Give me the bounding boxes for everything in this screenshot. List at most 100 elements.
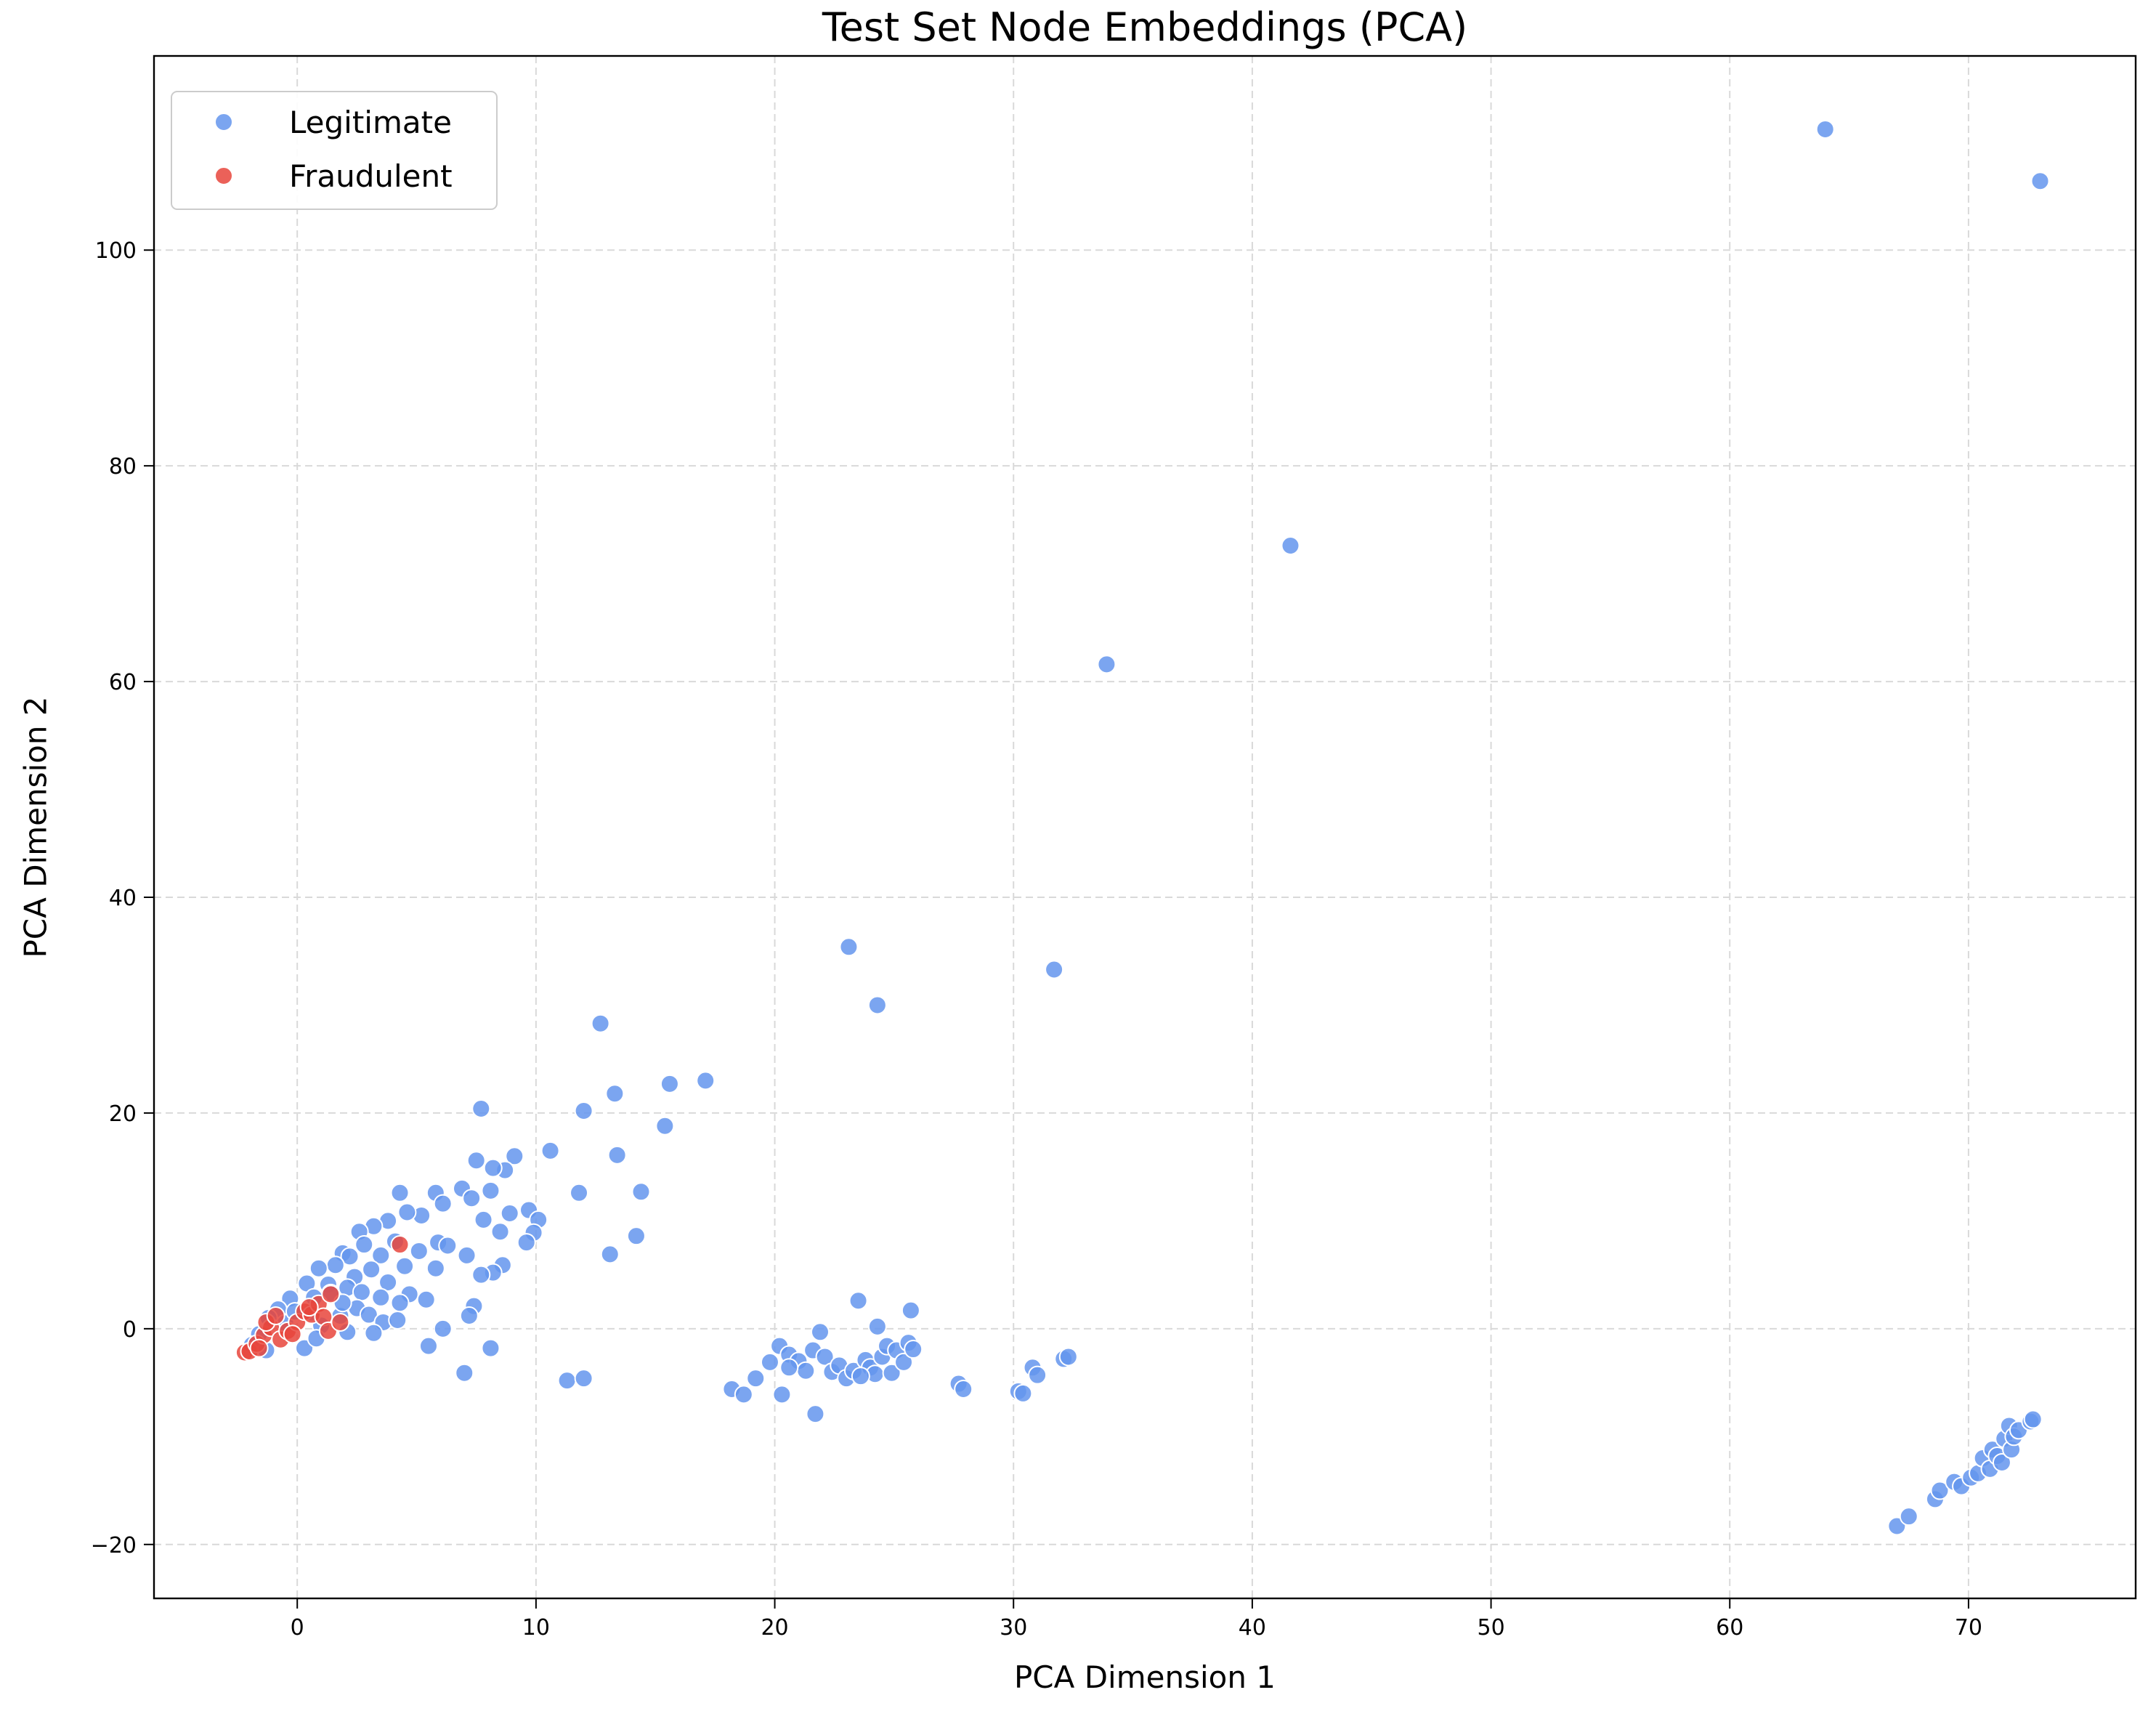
legitimate-point xyxy=(848,1291,868,1311)
legitimate-point xyxy=(426,1258,445,1278)
y-axis-label: PCA Dimension 2 xyxy=(18,696,54,958)
legitimate-point xyxy=(1815,119,1835,139)
legitimate-point xyxy=(397,1202,417,1222)
y-tick-label: 100 xyxy=(95,238,137,264)
legitimate-point xyxy=(390,1183,410,1202)
legitimate-point xyxy=(416,1290,436,1309)
legitimate-point xyxy=(352,1282,371,1302)
legend-marker-fraudulent xyxy=(214,166,233,185)
legitimate-point xyxy=(570,1183,589,1202)
legitimate-point xyxy=(867,1316,887,1336)
series-legitimate xyxy=(242,119,2050,1536)
legitimate-point xyxy=(500,1203,519,1223)
legitimate-point xyxy=(811,1322,830,1342)
fraudulent-point xyxy=(321,1285,341,1304)
legitimate-point xyxy=(505,1146,524,1166)
legitimate-point xyxy=(471,1099,491,1118)
legitimate-point xyxy=(371,1245,391,1265)
legitimate-point xyxy=(1058,1347,1078,1367)
x-tick-label: 70 xyxy=(1955,1615,1982,1641)
legitimate-point xyxy=(362,1260,381,1279)
legitimate-point xyxy=(600,1245,620,1264)
legitimate-point xyxy=(433,1319,453,1338)
chart-title: Test Set Node Embeddings (PCA) xyxy=(822,4,1467,50)
y-tick-label: 20 xyxy=(109,1101,137,1127)
legitimate-point xyxy=(815,1347,835,1367)
legitimate-point xyxy=(471,1265,491,1285)
legitimate-point xyxy=(490,1222,510,1242)
legitimate-point xyxy=(1930,1481,1950,1500)
legitimate-point xyxy=(516,1233,536,1253)
legitimate-point xyxy=(481,1181,500,1200)
legitimate-point xyxy=(388,1310,408,1330)
legitimate-point xyxy=(371,1287,391,1307)
legitimate-point xyxy=(839,937,859,957)
series-fraudulent xyxy=(235,1235,410,1362)
legitimate-point xyxy=(390,1293,410,1313)
x-tick-label: 40 xyxy=(1239,1615,1266,1641)
legitimate-point xyxy=(760,1352,779,1372)
legitimate-point xyxy=(851,1367,870,1386)
y-tick-label: −20 xyxy=(91,1533,137,1558)
legitimate-point xyxy=(605,1084,625,1104)
legitimate-point xyxy=(631,1182,651,1202)
x-axis-label: PCA Dimension 1 xyxy=(1014,1659,1276,1695)
legitimate-point xyxy=(806,1404,825,1424)
x-tick-label: 30 xyxy=(1000,1615,1027,1641)
legitimate-point xyxy=(882,1363,901,1383)
x-tick-label: 0 xyxy=(291,1615,304,1641)
fraudulent-point xyxy=(299,1298,319,1317)
legitimate-point xyxy=(734,1385,753,1404)
legend-label-fraudulent: Fraudulent xyxy=(289,158,453,194)
fraudulent-point xyxy=(283,1324,302,1344)
legitimate-point xyxy=(481,1338,500,1358)
legitimate-point xyxy=(325,1255,345,1275)
legitimate-point xyxy=(574,1369,593,1388)
legitimate-point xyxy=(433,1194,453,1213)
fraudulent-point xyxy=(249,1338,269,1358)
legitimate-point xyxy=(462,1189,482,1208)
legitimate-point xyxy=(1899,1507,1918,1526)
legitimate-point xyxy=(418,1336,438,1356)
legitimate-point xyxy=(540,1141,560,1160)
legitimate-point xyxy=(772,1385,792,1404)
x-tick-label: 60 xyxy=(1716,1615,1743,1641)
legitimate-point xyxy=(364,1323,384,1343)
legitimate-point xyxy=(796,1361,816,1380)
legitimate-point xyxy=(867,995,887,1015)
legitimate-point xyxy=(557,1371,577,1391)
legend-frame xyxy=(171,91,498,210)
legitimate-point xyxy=(901,1301,920,1320)
legitimate-point xyxy=(378,1273,398,1293)
legitimate-point xyxy=(474,1210,493,1229)
fraudulent-point xyxy=(390,1235,410,1255)
legitimate-point xyxy=(607,1145,627,1165)
legitimate-point xyxy=(1013,1383,1033,1403)
legitimate-point xyxy=(696,1071,716,1091)
data-points xyxy=(235,119,2050,1536)
legitimate-point xyxy=(438,1236,458,1255)
legitimate-point xyxy=(626,1226,646,1246)
grid xyxy=(154,56,2136,1598)
legitimate-point xyxy=(746,1369,766,1388)
legitimate-point xyxy=(660,1074,679,1093)
y-tick-label: 80 xyxy=(109,454,137,480)
legitimate-point xyxy=(340,1247,360,1266)
legitimate-point xyxy=(455,1363,474,1383)
y-tick-label: 60 xyxy=(109,670,137,695)
legitimate-point xyxy=(354,1235,374,1255)
legitimate-point xyxy=(904,1340,923,1359)
fraudulent-point xyxy=(331,1312,350,1332)
plot-frame xyxy=(153,54,2137,1600)
y-tick-label: 0 xyxy=(123,1317,137,1343)
legitimate-point xyxy=(459,1306,479,1326)
legitimate-point xyxy=(457,1245,477,1265)
legitimate-point xyxy=(591,1014,610,1033)
legitimate-point xyxy=(1097,655,1116,674)
legitimate-point xyxy=(894,1352,914,1372)
legitimate-point xyxy=(309,1258,328,1278)
legitimate-point xyxy=(2023,1409,2043,1429)
legitimate-point xyxy=(466,1151,486,1170)
x-tick-label: 20 xyxy=(761,1615,788,1641)
